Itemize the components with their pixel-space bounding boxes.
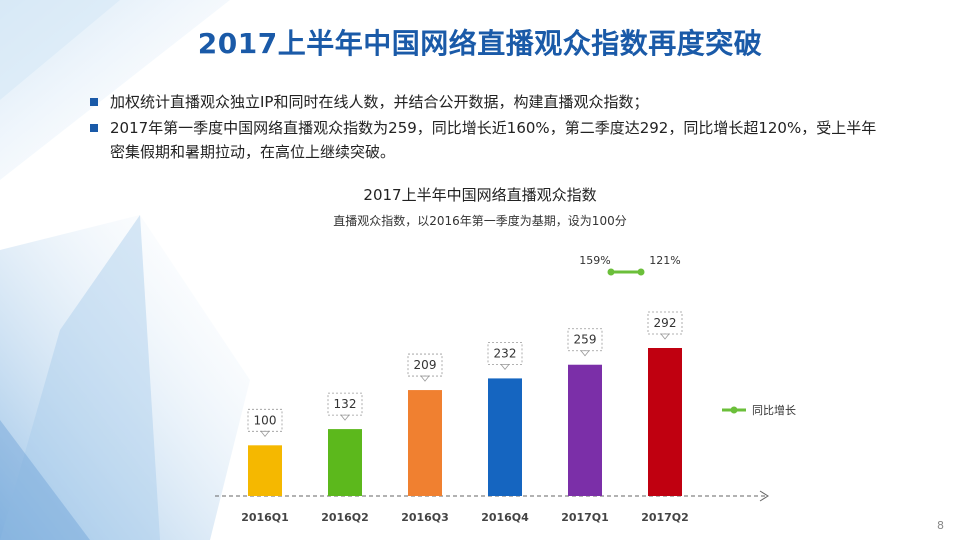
data-label-pointer-2017Q2 [660, 333, 670, 340]
growth-point-2017Q1 [607, 268, 615, 276]
tick-label-2016Q4: 2016Q4 [481, 511, 529, 524]
growth-label-2017Q2: 121% [649, 254, 680, 267]
chart-title: 2017上半年中国网络直播观众指数 [363, 186, 596, 204]
tick-label-2017Q2: 2017Q2 [641, 511, 689, 524]
x-axis-arrow [759, 490, 769, 502]
tick-label-2016Q2: 2016Q2 [321, 511, 369, 524]
data-label-pointer-2016Q2 [340, 414, 350, 421]
bar-2017Q1 [568, 364, 602, 496]
chart-subtitle: 直播观众指数，以2016年第一季度为基期，设为100分 [333, 213, 626, 228]
legend-label: 同比增长 [752, 403, 796, 417]
bar-2017Q2 [648, 348, 682, 496]
bullet-list: 加权统计直播观众独立IP和同时在线人数，并结合公开数据，构建直播观众指数； 20… [88, 90, 888, 166]
tick-label-2016Q1: 2016Q1 [241, 511, 289, 524]
data-label-2016Q4: 232 [494, 346, 517, 360]
data-label-2017Q1: 259 [574, 333, 597, 347]
data-label-pointer-2017Q1 [580, 350, 590, 357]
growth-point-2017Q2 [637, 268, 645, 276]
tick-label-2016Q3: 2016Q3 [401, 511, 449, 524]
bar-2016Q4 [488, 378, 522, 496]
page-number: 8 [937, 519, 944, 532]
page-title: 2017上半年中国网络直播观众指数再度突破 [197, 27, 763, 60]
bullet-item-1: 加权统计直播观众独立IP和同时在线人数，并结合公开数据，构建直播观众指数； [88, 90, 888, 114]
bar-2016Q2 [328, 429, 362, 496]
data-label-2016Q1: 100 [254, 413, 277, 427]
tick-label-2017Q1: 2017Q1 [561, 511, 609, 524]
data-label-2016Q3: 209 [414, 358, 437, 372]
data-label-2016Q2: 132 [334, 397, 357, 411]
growth-label-2017Q1: 159% [579, 254, 610, 267]
data-label-2017Q2: 292 [654, 316, 677, 330]
data-label-pointer-2016Q1 [260, 430, 270, 437]
data-label-pointer-2016Q4 [500, 364, 510, 371]
bar-2016Q1 [248, 445, 282, 496]
bar-2016Q3 [408, 390, 442, 496]
data-label-pointer-2016Q3 [420, 375, 430, 382]
legend-marker [730, 406, 738, 414]
bullet-item-2: 2017年第一季度中国网络直播观众指数为259，同比增长近160%，第二季度达2… [88, 116, 888, 164]
